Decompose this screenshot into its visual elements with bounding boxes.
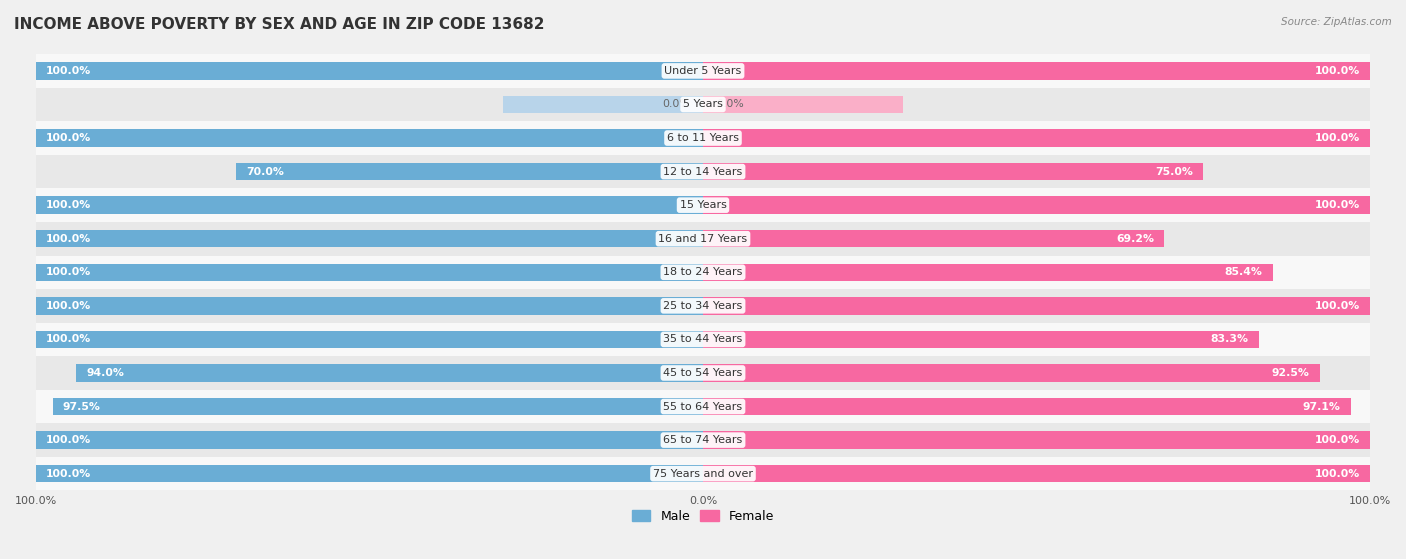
Bar xyxy=(37,390,1369,423)
Text: 18 to 24 Years: 18 to 24 Years xyxy=(664,267,742,277)
Text: 100.0%: 100.0% xyxy=(1315,468,1360,479)
Bar xyxy=(37,129,703,147)
Text: 0.0%: 0.0% xyxy=(716,100,744,110)
Text: 85.4%: 85.4% xyxy=(1225,267,1263,277)
Bar xyxy=(37,62,703,79)
Text: Under 5 Years: Under 5 Years xyxy=(665,66,741,76)
Bar xyxy=(703,297,1369,315)
Text: 69.2%: 69.2% xyxy=(1116,234,1154,244)
Bar xyxy=(703,432,1369,449)
Text: 75.0%: 75.0% xyxy=(1156,167,1194,177)
Text: 100.0%: 100.0% xyxy=(1315,66,1360,76)
Bar xyxy=(37,88,1369,121)
Bar xyxy=(37,289,1369,323)
Text: 16 and 17 Years: 16 and 17 Years xyxy=(658,234,748,244)
Bar xyxy=(703,465,1369,482)
Bar xyxy=(37,297,703,315)
Text: 65 to 74 Years: 65 to 74 Years xyxy=(664,435,742,445)
Text: 100.0%: 100.0% xyxy=(1315,200,1360,210)
Bar xyxy=(703,364,1320,382)
Text: 100.0%: 100.0% xyxy=(46,435,91,445)
Bar xyxy=(37,423,1369,457)
Text: 97.5%: 97.5% xyxy=(63,401,101,411)
Bar xyxy=(503,96,703,113)
Bar xyxy=(37,155,1369,188)
Bar xyxy=(37,255,1369,289)
Bar xyxy=(37,432,703,449)
Bar xyxy=(76,364,703,382)
Legend: Male, Female: Male, Female xyxy=(627,505,779,528)
Text: 83.3%: 83.3% xyxy=(1211,334,1249,344)
Bar xyxy=(703,62,1369,79)
Text: 94.0%: 94.0% xyxy=(86,368,124,378)
Bar xyxy=(703,96,903,113)
Text: 97.1%: 97.1% xyxy=(1302,401,1340,411)
Bar xyxy=(37,323,1369,356)
Bar xyxy=(37,188,1369,222)
Text: 100.0%: 100.0% xyxy=(46,334,91,344)
Text: 15 Years: 15 Years xyxy=(679,200,727,210)
Text: 92.5%: 92.5% xyxy=(1272,368,1310,378)
Text: 100.0%: 100.0% xyxy=(46,133,91,143)
Text: 100.0%: 100.0% xyxy=(46,267,91,277)
Text: 25 to 34 Years: 25 to 34 Years xyxy=(664,301,742,311)
Text: 55 to 64 Years: 55 to 64 Years xyxy=(664,401,742,411)
Text: 6 to 11 Years: 6 to 11 Years xyxy=(666,133,740,143)
Bar xyxy=(37,331,703,348)
Bar xyxy=(703,398,1351,415)
Bar xyxy=(703,129,1369,147)
Bar xyxy=(37,121,1369,155)
Text: 100.0%: 100.0% xyxy=(46,234,91,244)
Bar xyxy=(37,457,1369,490)
Bar xyxy=(37,465,703,482)
Bar xyxy=(37,54,1369,88)
Bar xyxy=(37,222,1369,255)
Bar xyxy=(703,163,1204,181)
Bar xyxy=(703,196,1369,214)
Bar xyxy=(703,263,1272,281)
Text: 100.0%: 100.0% xyxy=(1315,133,1360,143)
Text: 5 Years: 5 Years xyxy=(683,100,723,110)
Bar xyxy=(703,230,1164,248)
Bar xyxy=(53,398,703,415)
Text: INCOME ABOVE POVERTY BY SEX AND AGE IN ZIP CODE 13682: INCOME ABOVE POVERTY BY SEX AND AGE IN Z… xyxy=(14,17,544,32)
Bar xyxy=(236,163,703,181)
Text: 75 Years and over: 75 Years and over xyxy=(652,468,754,479)
Text: 100.0%: 100.0% xyxy=(46,200,91,210)
Text: 100.0%: 100.0% xyxy=(46,301,91,311)
Bar xyxy=(703,331,1258,348)
Bar xyxy=(37,356,1369,390)
Text: 100.0%: 100.0% xyxy=(46,468,91,479)
Text: 100.0%: 100.0% xyxy=(1315,435,1360,445)
Text: 0.0%: 0.0% xyxy=(662,100,690,110)
Bar xyxy=(37,263,703,281)
Text: 100.0%: 100.0% xyxy=(1315,301,1360,311)
Text: 70.0%: 70.0% xyxy=(246,167,284,177)
Text: Source: ZipAtlas.com: Source: ZipAtlas.com xyxy=(1281,17,1392,27)
Text: 12 to 14 Years: 12 to 14 Years xyxy=(664,167,742,177)
Text: 35 to 44 Years: 35 to 44 Years xyxy=(664,334,742,344)
Text: 45 to 54 Years: 45 to 54 Years xyxy=(664,368,742,378)
Text: 100.0%: 100.0% xyxy=(46,66,91,76)
Bar xyxy=(37,196,703,214)
Bar xyxy=(37,230,703,248)
